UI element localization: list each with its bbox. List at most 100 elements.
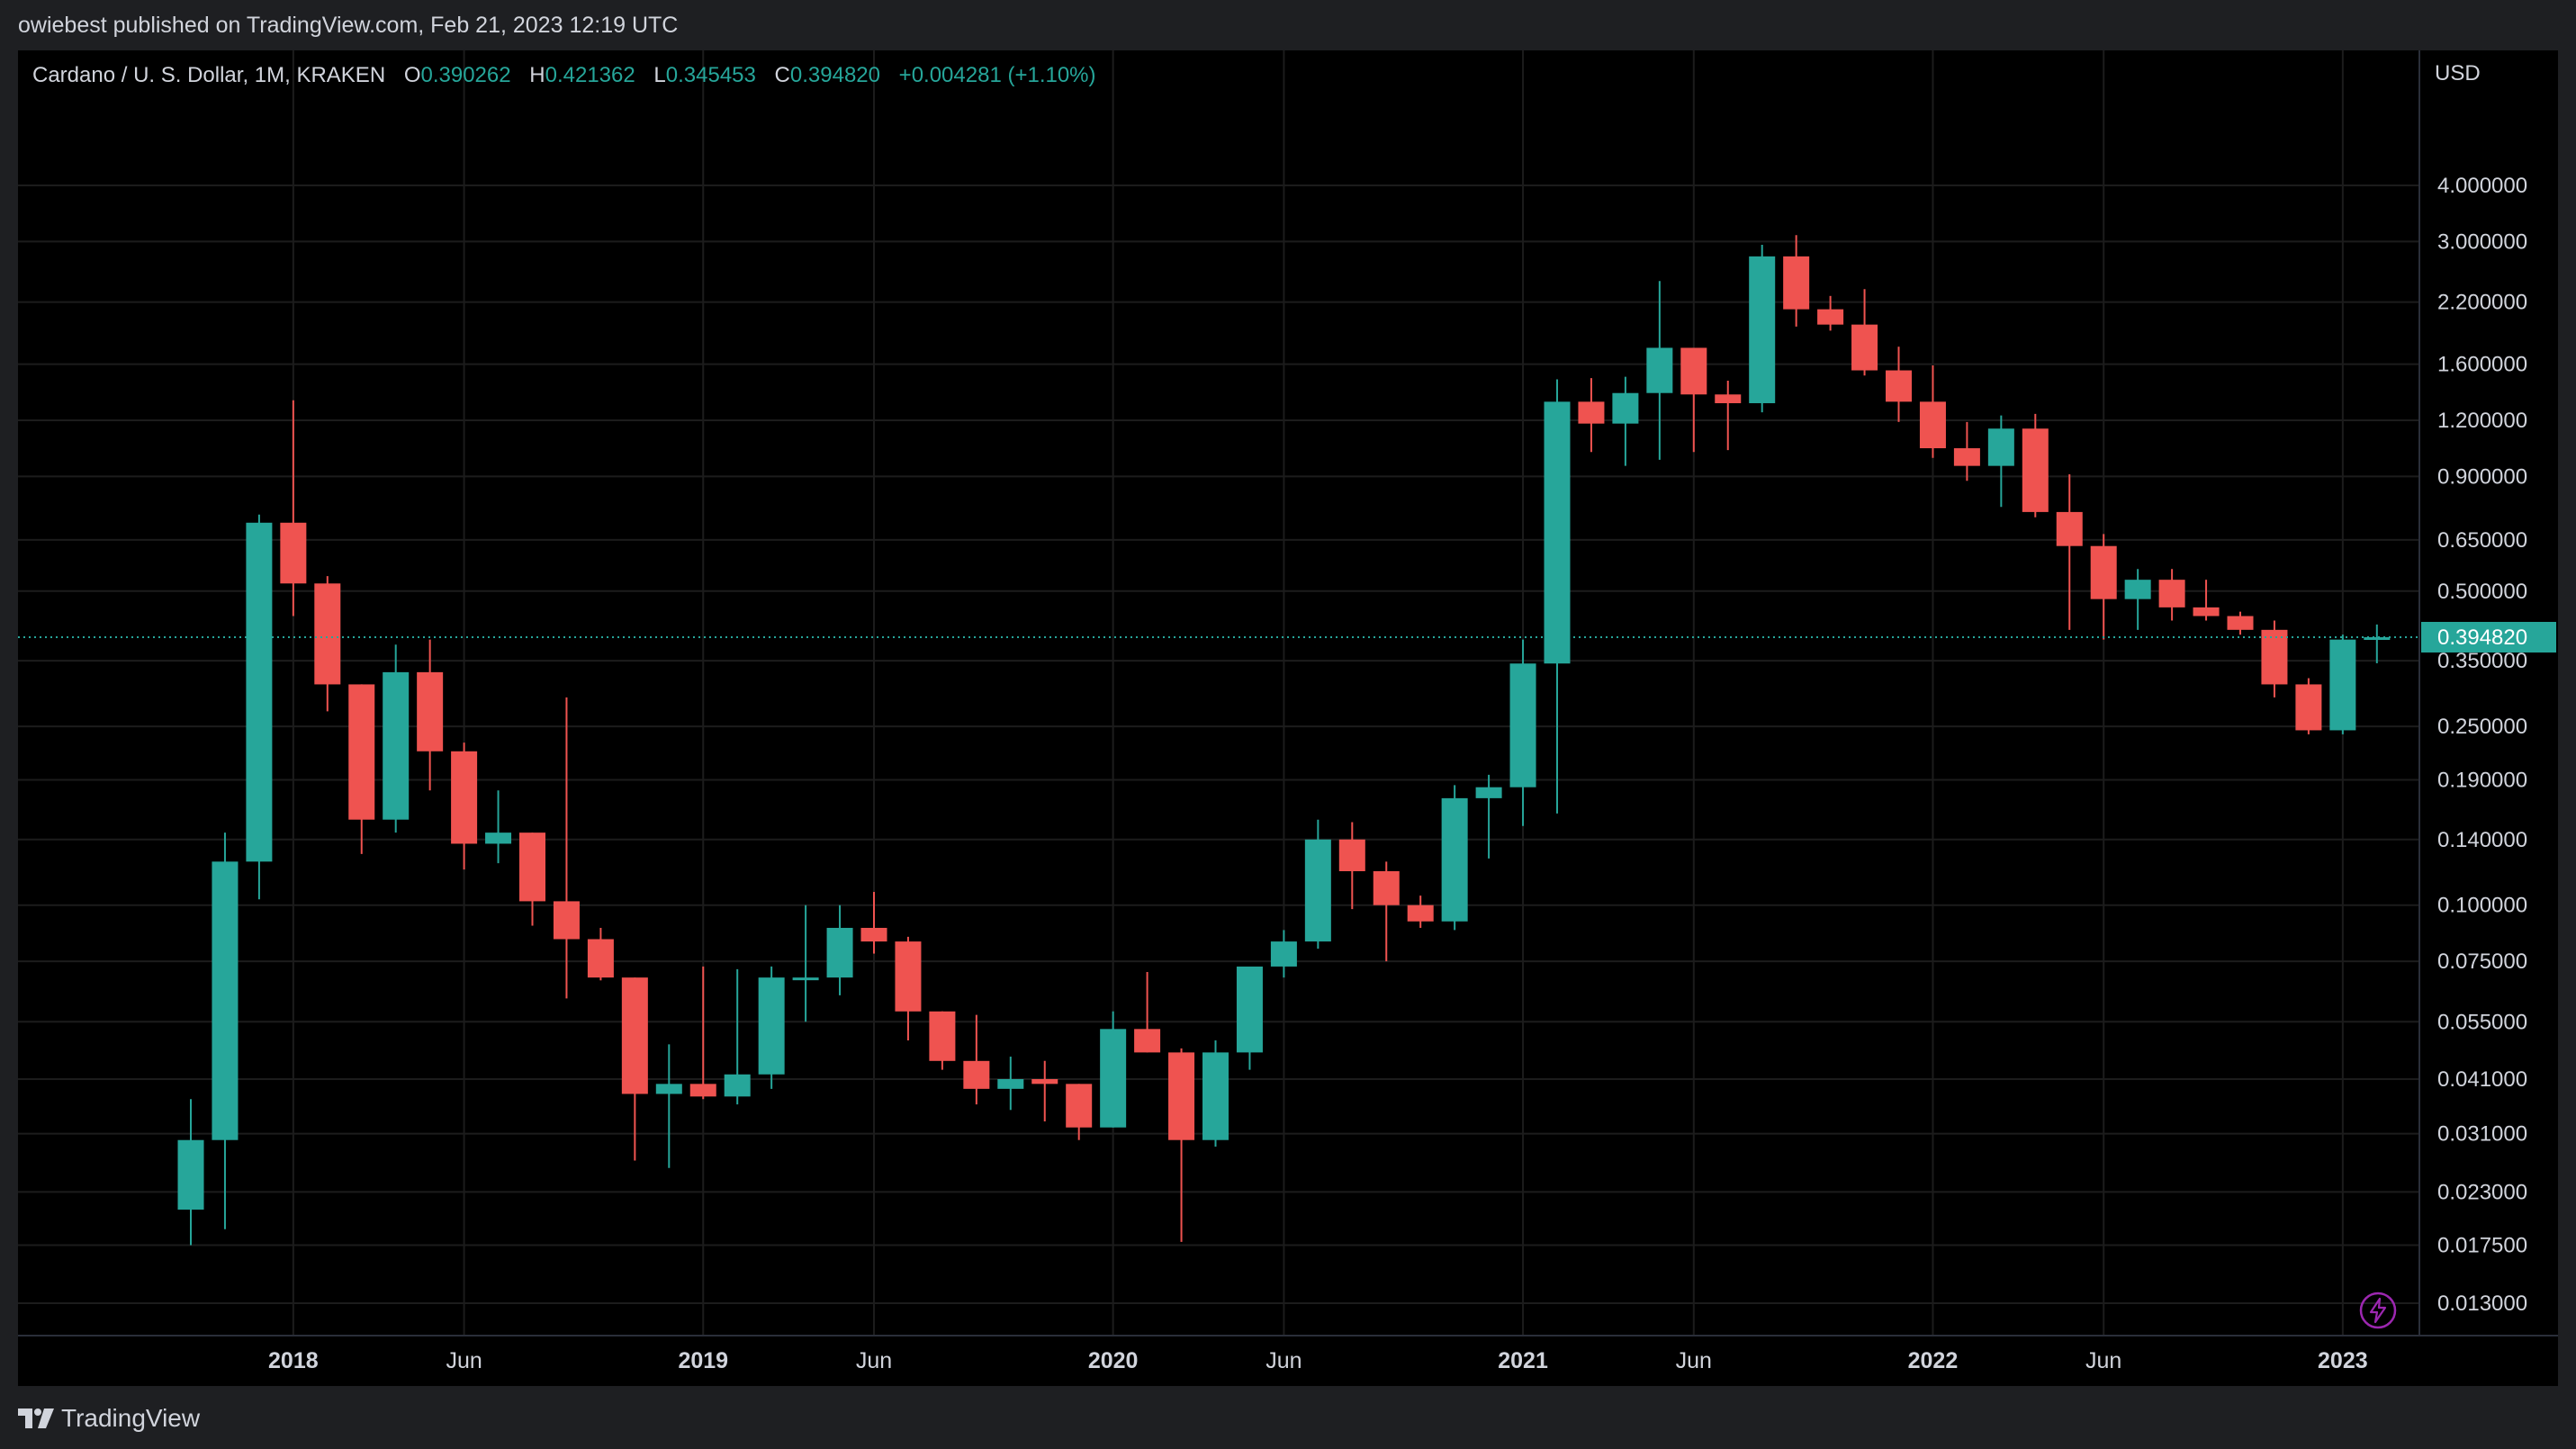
tradingview-brand[interactable]: TradingView [18, 1404, 200, 1433]
time-tick-label: Jun [2085, 1348, 2121, 1373]
candle-body [485, 832, 512, 844]
publisher-info: owiebest published on TradingView.com, F… [18, 13, 679, 38]
candle [587, 927, 614, 981]
time-axis: 2018 Jun 2019 Jun 2020 Jun 2021 Jun 2022 Jun 2023 [18, 1335, 2558, 1373]
candle [383, 644, 410, 833]
candle-body [758, 977, 785, 1075]
candle-body [1646, 347, 1673, 393]
chart-area[interactable]: 0.394820 4.000000 3.000000 2.200000 1.60000… [18, 50, 2558, 1386]
candle [2227, 611, 2254, 635]
candle [246, 514, 273, 900]
vertical-gridlines [292, 50, 2344, 1336]
candle [1031, 1060, 1058, 1122]
price-tick-label: 2.200000 [2437, 291, 2527, 315]
currency-label[interactable]: USD [2435, 61, 2481, 86]
candle [451, 742, 478, 870]
candle-body [963, 1060, 990, 1089]
candle-body [1441, 797, 1468, 922]
candle-body [2364, 636, 2391, 640]
candle [655, 1044, 682, 1168]
change-value: +0.004281 (+1.10%) [898, 63, 1096, 87]
price-tick-label: 0.055000 [2437, 1010, 2527, 1034]
candle [519, 832, 545, 926]
price-tick-label: 0.013000 [2437, 1292, 2527, 1316]
candle-body [1886, 370, 1912, 402]
candle [1919, 364, 1946, 458]
candle-body [724, 1074, 751, 1097]
candle-body [1919, 401, 1946, 449]
candle-body [2090, 545, 2117, 599]
candle [2090, 534, 2117, 640]
candle [1749, 245, 1776, 413]
price-axis: 4.000000 3.000000 2.200000 1.600000 1.200000… [2418, 50, 2527, 1336]
time-tick-label: 2021 [1498, 1348, 1548, 1373]
candle [1987, 415, 2014, 508]
candle [1270, 930, 1297, 978]
candle-body [2193, 607, 2220, 616]
candle [1202, 1040, 1229, 1148]
candle [724, 968, 751, 1105]
price-tick-label: 0.190000 [2437, 769, 2527, 793]
candle [2124, 569, 2151, 630]
candle [348, 684, 375, 854]
candle-body [2124, 580, 2151, 599]
price-tick-label: 0.250000 [2437, 715, 2527, 739]
candle [2295, 678, 2322, 734]
last-price-label: 0.394820 [2437, 626, 2527, 650]
candle-body [1475, 787, 1502, 798]
candle [826, 904, 853, 995]
candle-body [2227, 616, 2254, 630]
candle [1373, 861, 1400, 962]
candle-body [2329, 639, 2356, 731]
candle [1304, 819, 1331, 950]
time-tick-label: Jun [1676, 1348, 1712, 1373]
candle-body [280, 522, 307, 584]
candle-body [1066, 1084, 1093, 1128]
candle [1407, 896, 1434, 928]
candle-body [1134, 1029, 1161, 1053]
candle-body [1783, 256, 1810, 310]
candle [2056, 473, 2083, 630]
price-tick-label: 0.031000 [2437, 1122, 2527, 1147]
candle [929, 1011, 956, 1070]
candle-body [1680, 347, 1707, 395]
symbol-legend[interactable]: Cardano / U. S. Dollar, 1M, KRAKEN O0.39… [32, 63, 1096, 88]
lightning-icon[interactable] [2358, 1291, 2398, 1330]
candle [1886, 346, 1912, 422]
candle-body [621, 977, 648, 1094]
candle [2022, 413, 2049, 518]
open-value: 0.390262 [420, 63, 511, 87]
candle [1715, 381, 1742, 451]
candle-body [1407, 904, 1434, 922]
candle [1578, 378, 1605, 453]
candle-body [1953, 448, 1980, 466]
price-tick-label: 0.075000 [2437, 950, 2527, 974]
low-label: L [653, 63, 666, 87]
time-tick-label: 2020 [1088, 1348, 1139, 1373]
price-tick-label: 0.140000 [2437, 828, 2527, 852]
price-tick-label: 0.041000 [2437, 1067, 2527, 1092]
candle-body [1373, 870, 1400, 905]
candlestick-chart[interactable]: 0.394820 4.000000 3.000000 2.200000 1.60000… [18, 50, 2558, 1386]
close-value: 0.394820 [789, 63, 880, 87]
time-tick-label: Jun [1265, 1348, 1302, 1373]
candle [314, 576, 341, 712]
candle [280, 400, 307, 616]
candle-body [587, 939, 614, 978]
candle [1544, 379, 1571, 814]
candle-body [1578, 401, 1605, 424]
candle [860, 892, 887, 954]
candle-body [895, 941, 922, 1012]
candle [212, 832, 239, 1229]
candle-body [1715, 394, 1742, 403]
candle-body [1202, 1052, 1229, 1140]
price-tick-label: 1.600000 [2437, 353, 2527, 377]
last-price-line: 0.394820 [18, 621, 2556, 652]
candle-body [1236, 966, 1263, 1053]
bottom-bar: TradingView [0, 1386, 2576, 1449]
candle-body [1509, 663, 1536, 788]
candle [997, 1057, 1024, 1111]
brand-name: TradingView [61, 1404, 201, 1432]
candle [1441, 785, 1468, 931]
candle-body [212, 861, 239, 1140]
